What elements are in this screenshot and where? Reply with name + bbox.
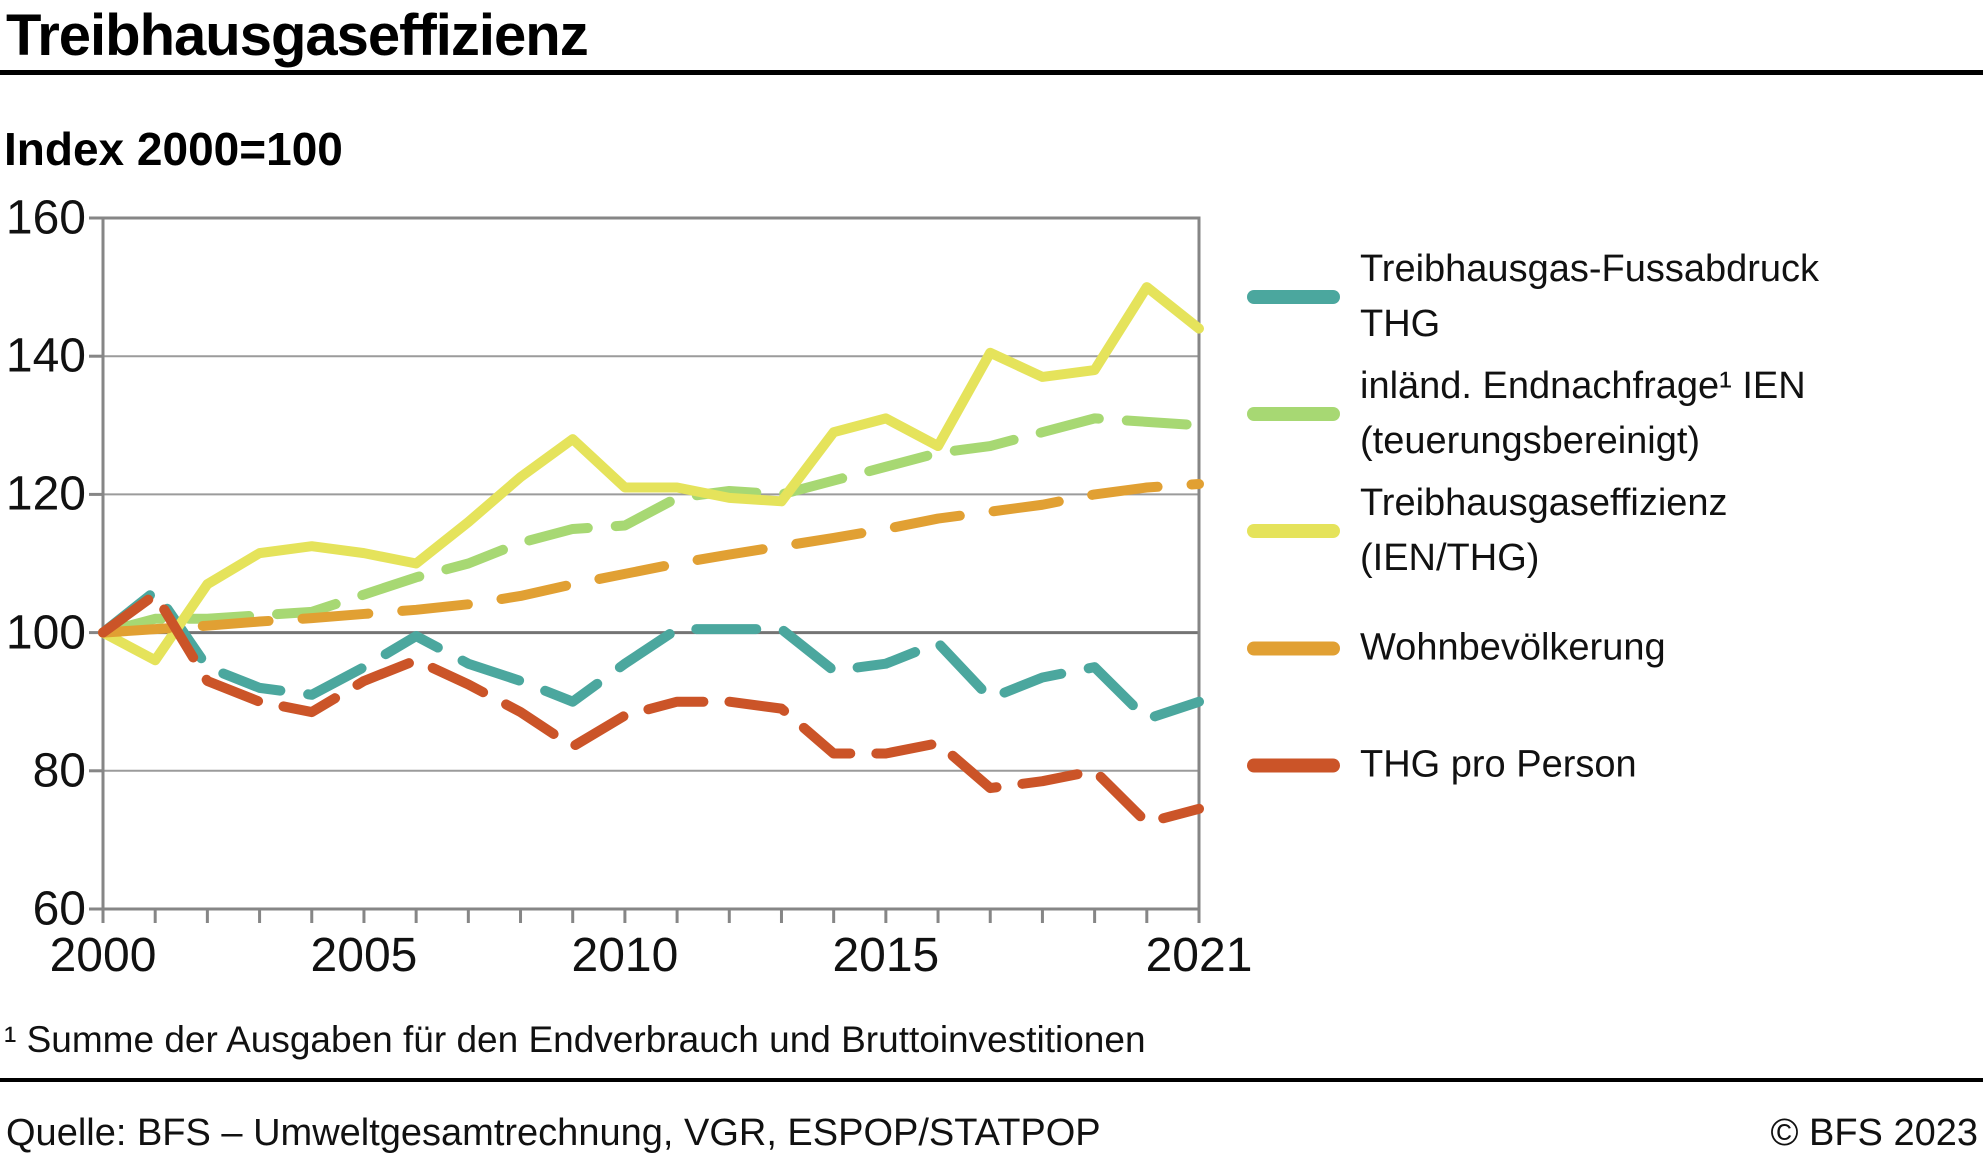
legend-item-thg: Treibhausgas-Fussabdruck THG: [1247, 242, 1819, 352]
plot-border: [101, 216, 1201, 911]
legend-swatch-pop: [1247, 641, 1340, 655]
legend-swatch-ien: [1247, 407, 1340, 421]
y-axis-label-160: 160: [5, 191, 86, 245]
source-text: Quelle: BFS – Umweltgesamtrechnung, VGR,…: [6, 1112, 1101, 1154]
series-line-pp: [98, 589, 1204, 828]
legend-label-line: (teuerungsbereinigt): [1360, 420, 1701, 462]
x-axis-label-2000: 2000: [49, 929, 157, 982]
y-axis-label-120: 120: [5, 467, 86, 521]
legend-swatch-thg: [1247, 290, 1340, 304]
legend-label-line: Treibhausgaseffizienz: [1360, 482, 1728, 524]
legend-label-line: inländ. Endnachfrage¹ IEN: [1360, 365, 1806, 407]
legend-label-pop: Wohnbevölkerung: [1360, 621, 1666, 676]
series-line-thg: [98, 586, 1204, 724]
page-title: Treibhausgaseffizienz: [6, 3, 589, 68]
legend-label-line: THG pro Person: [1360, 743, 1637, 786]
legend-label-thg: Treibhausgas-Fussabdruck THG: [1360, 242, 1819, 352]
legend-item-pop: Wohnbevölkerung: [1247, 621, 1666, 676]
series-line-ien: [98, 413, 1204, 638]
y-axis-label-140: 140: [5, 329, 86, 383]
legend-item-eff: Treibhausgaseffizienz (IEN/THG): [1247, 476, 1728, 586]
legend-label-line: THG: [1360, 303, 1441, 345]
x-axis-label-2015: 2015: [832, 929, 940, 982]
axis-unit-label: Index 2000=100: [4, 123, 343, 175]
legend-label-pp: THG pro Person: [1360, 738, 1637, 793]
legend-label-line: (IEN/THG): [1360, 537, 1540, 579]
series-line-eff: [98, 282, 1204, 666]
x-axis-label-2010: 2010: [571, 929, 679, 982]
y-axis-label-60: 60: [32, 882, 86, 936]
x-axis-label-2021: 2021: [1145, 929, 1253, 982]
legend-label-line: Wohnbevölkerung: [1360, 626, 1666, 669]
copyright-text: © BFS 2023: [1770, 1112, 1978, 1154]
legend-swatch-eff: [1247, 524, 1340, 538]
legend-item-pp: THG pro Person: [1247, 738, 1637, 793]
series-line-pop: [98, 479, 1204, 638]
title-divider: [0, 70, 1983, 75]
x-axis-label-2005: 2005: [310, 929, 418, 982]
footnote: ¹ Summe der Ausgaben für den Endverbrauc…: [4, 1019, 1146, 1060]
legend-swatch-pp: [1247, 758, 1340, 772]
legend-label-line: Treibhausgas-Fussabdruck: [1360, 248, 1820, 290]
y-axis-label-100: 100: [5, 606, 86, 660]
y-axis-label-80: 80: [32, 744, 86, 798]
footer-divider: [0, 1078, 1983, 1082]
legend-label-eff: Treibhausgaseffizienz (IEN/THG): [1360, 476, 1728, 586]
legend-item-ien: inländ. Endnachfrage¹ IEN (teuerungsberei…: [1247, 359, 1806, 469]
legend-label-ien: inländ. Endnachfrage¹ IEN (teuerungsberei…: [1360, 359, 1806, 469]
